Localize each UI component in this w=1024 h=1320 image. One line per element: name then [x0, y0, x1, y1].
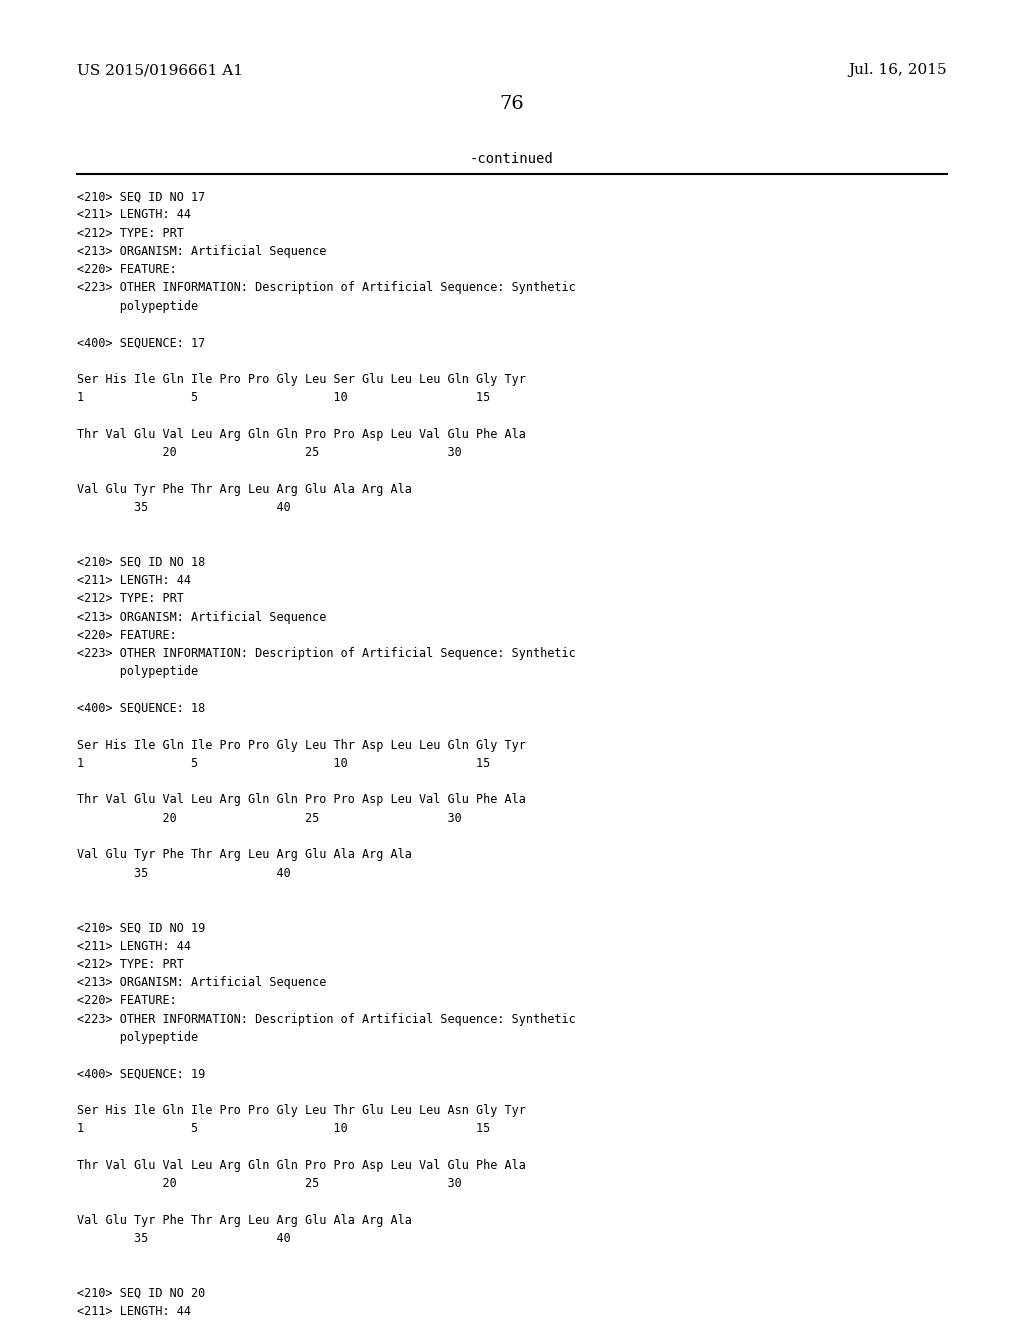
Text: 35                  40: 35 40	[77, 866, 291, 879]
Text: 20                  25                  30: 20 25 30	[77, 1177, 462, 1191]
Text: 76: 76	[500, 95, 524, 114]
Text: 1               5                   10                  15: 1 5 10 15	[77, 756, 490, 770]
Text: <223> OTHER INFORMATION: Description of Artificial Sequence: Synthetic: <223> OTHER INFORMATION: Description of …	[77, 647, 575, 660]
Text: Thr Val Glu Val Leu Arg Gln Gln Pro Pro Asp Leu Val Glu Phe Ala: Thr Val Glu Val Leu Arg Gln Gln Pro Pro …	[77, 1159, 525, 1172]
Text: Thr Val Glu Val Leu Arg Gln Gln Pro Pro Asp Leu Val Glu Phe Ala: Thr Val Glu Val Leu Arg Gln Gln Pro Pro …	[77, 793, 525, 807]
Text: Val Glu Tyr Phe Thr Arg Leu Arg Glu Ala Arg Ala: Val Glu Tyr Phe Thr Arg Leu Arg Glu Ala …	[77, 483, 412, 495]
Text: <220> FEATURE:: <220> FEATURE:	[77, 994, 176, 1007]
Text: <213> ORGANISM: Artificial Sequence: <213> ORGANISM: Artificial Sequence	[77, 977, 327, 989]
Text: <223> OTHER INFORMATION: Description of Artificial Sequence: Synthetic: <223> OTHER INFORMATION: Description of …	[77, 281, 575, 294]
Text: <211> LENGTH: 44: <211> LENGTH: 44	[77, 209, 190, 222]
Text: Ser His Ile Gln Ile Pro Pro Gly Leu Ser Glu Leu Leu Gln Gly Tyr: Ser His Ile Gln Ile Pro Pro Gly Leu Ser …	[77, 372, 525, 385]
Text: <213> ORGANISM: Artificial Sequence: <213> ORGANISM: Artificial Sequence	[77, 246, 327, 257]
Text: 35                  40: 35 40	[77, 1232, 291, 1245]
Text: -continued: -continued	[470, 152, 554, 166]
Text: <220> FEATURE:: <220> FEATURE:	[77, 628, 176, 642]
Text: Ser His Ile Gln Ile Pro Pro Gly Leu Thr Asp Leu Leu Gln Gly Tyr: Ser His Ile Gln Ile Pro Pro Gly Leu Thr …	[77, 739, 525, 751]
Text: 1               5                   10                  15: 1 5 10 15	[77, 1122, 490, 1135]
Text: 35                  40: 35 40	[77, 500, 291, 513]
Text: <220> FEATURE:: <220> FEATURE:	[77, 263, 176, 276]
Text: 1               5                   10                  15: 1 5 10 15	[77, 391, 490, 404]
Text: <210> SEQ ID NO 17: <210> SEQ ID NO 17	[77, 190, 205, 203]
Text: <212> TYPE: PRT: <212> TYPE: PRT	[77, 958, 183, 972]
Text: <400> SEQUENCE: 19: <400> SEQUENCE: 19	[77, 1068, 205, 1081]
Text: <210> SEQ ID NO 20: <210> SEQ ID NO 20	[77, 1287, 205, 1300]
Text: Val Glu Tyr Phe Thr Arg Leu Arg Glu Ala Arg Ala: Val Glu Tyr Phe Thr Arg Leu Arg Glu Ala …	[77, 1214, 412, 1226]
Text: <212> TYPE: PRT: <212> TYPE: PRT	[77, 227, 183, 240]
Text: polypeptide: polypeptide	[77, 665, 198, 678]
Text: <210> SEQ ID NO 18: <210> SEQ ID NO 18	[77, 556, 205, 569]
Text: <213> ORGANISM: Artificial Sequence: <213> ORGANISM: Artificial Sequence	[77, 611, 327, 623]
Text: Jul. 16, 2015: Jul. 16, 2015	[849, 63, 947, 78]
Text: <211> LENGTH: 44: <211> LENGTH: 44	[77, 574, 190, 587]
Text: Thr Val Glu Val Leu Arg Gln Gln Pro Pro Asp Leu Val Glu Phe Ala: Thr Val Glu Val Leu Arg Gln Gln Pro Pro …	[77, 428, 525, 441]
Text: <212> TYPE: PRT: <212> TYPE: PRT	[77, 593, 183, 606]
Text: 20                  25                  30: 20 25 30	[77, 446, 462, 459]
Text: polypeptide: polypeptide	[77, 1031, 198, 1044]
Text: <223> OTHER INFORMATION: Description of Artificial Sequence: Synthetic: <223> OTHER INFORMATION: Description of …	[77, 1012, 575, 1026]
Text: Ser His Ile Gln Ile Pro Pro Gly Leu Thr Glu Leu Leu Asn Gly Tyr: Ser His Ile Gln Ile Pro Pro Gly Leu Thr …	[77, 1104, 525, 1117]
Text: <211> LENGTH: 44: <211> LENGTH: 44	[77, 1305, 190, 1319]
Text: <400> SEQUENCE: 17: <400> SEQUENCE: 17	[77, 337, 205, 350]
Text: Val Glu Tyr Phe Thr Arg Leu Arg Glu Ala Arg Ala: Val Glu Tyr Phe Thr Arg Leu Arg Glu Ala …	[77, 849, 412, 861]
Text: <211> LENGTH: 44: <211> LENGTH: 44	[77, 940, 190, 953]
Text: <210> SEQ ID NO 19: <210> SEQ ID NO 19	[77, 921, 205, 935]
Text: <400> SEQUENCE: 18: <400> SEQUENCE: 18	[77, 702, 205, 715]
Text: 20                  25                  30: 20 25 30	[77, 812, 462, 825]
Text: polypeptide: polypeptide	[77, 300, 198, 313]
Text: US 2015/0196661 A1: US 2015/0196661 A1	[77, 63, 243, 78]
